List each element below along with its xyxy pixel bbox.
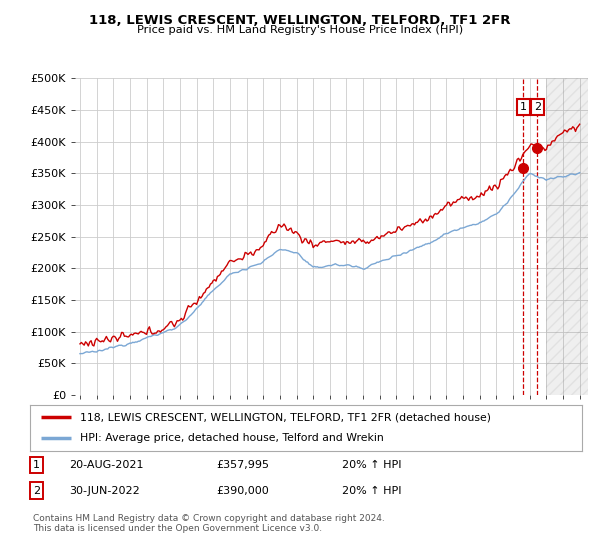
Text: 20% ↑ HPI: 20% ↑ HPI <box>342 486 401 496</box>
Text: 30-JUN-2022: 30-JUN-2022 <box>69 486 140 496</box>
Text: £357,995: £357,995 <box>216 460 269 470</box>
Text: Contains HM Land Registry data © Crown copyright and database right 2024.
This d: Contains HM Land Registry data © Crown c… <box>33 514 385 534</box>
Text: 118, LEWIS CRESCENT, WELLINGTON, TELFORD, TF1 2FR (detached house): 118, LEWIS CRESCENT, WELLINGTON, TELFORD… <box>80 412 491 422</box>
Text: £390,000: £390,000 <box>216 486 269 496</box>
Text: Price paid vs. HM Land Registry's House Price Index (HPI): Price paid vs. HM Land Registry's House … <box>137 25 463 35</box>
Text: 2: 2 <box>534 102 541 112</box>
Text: 20% ↑ HPI: 20% ↑ HPI <box>342 460 401 470</box>
Bar <box>547 78 588 395</box>
Text: 118, LEWIS CRESCENT, WELLINGTON, TELFORD, TF1 2FR: 118, LEWIS CRESCENT, WELLINGTON, TELFORD… <box>89 14 511 27</box>
Text: 1: 1 <box>520 102 527 112</box>
Text: 2: 2 <box>33 486 40 496</box>
Text: HPI: Average price, detached house, Telford and Wrekin: HPI: Average price, detached house, Telf… <box>80 433 383 444</box>
Text: 1: 1 <box>33 460 40 470</box>
Text: 20-AUG-2021: 20-AUG-2021 <box>69 460 143 470</box>
